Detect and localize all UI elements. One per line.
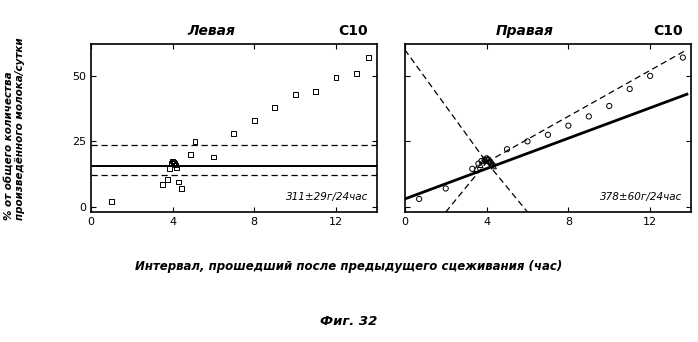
Point: [467, 166, 478, 172]
Text: Фиг. 32: Фиг. 32: [320, 315, 378, 328]
Point: [483, 157, 494, 162]
Point: [478, 158, 489, 164]
Text: 378±60г/24час: 378±60г/24час: [600, 192, 683, 202]
Point: [470, 166, 482, 172]
Point: [475, 162, 486, 168]
Point: [228, 131, 239, 136]
Point: [473, 161, 484, 166]
Point: [290, 91, 301, 97]
Point: [624, 86, 635, 92]
Point: [484, 158, 496, 164]
Point: [208, 154, 219, 160]
Point: [584, 114, 595, 119]
Text: Интервал, прошедший после предыдущего сцеживания (час): Интервал, прошедший после предыдущего сц…: [135, 260, 563, 273]
Point: [173, 179, 184, 185]
Text: Правая: Правая: [496, 24, 554, 38]
Point: [476, 158, 487, 164]
Text: С10: С10: [339, 24, 369, 38]
Point: [170, 162, 181, 168]
Point: [189, 139, 200, 144]
Text: Левая: Левая: [187, 24, 235, 38]
Point: [162, 176, 173, 182]
Point: [176, 186, 187, 191]
Point: [413, 196, 424, 202]
Point: [677, 55, 688, 60]
Point: [167, 158, 178, 164]
Text: 311±29г/24час: 311±29г/24час: [286, 192, 369, 202]
Point: [522, 139, 533, 144]
Point: [171, 165, 182, 170]
Point: [248, 118, 260, 123]
Point: [363, 55, 374, 60]
Text: % от общего количества
произведённого молока/сутки: % от общего количества произведённого мо…: [3, 37, 25, 220]
Text: С10: С10: [653, 24, 683, 38]
Point: [330, 75, 341, 80]
Point: [563, 123, 574, 128]
Point: [604, 103, 615, 109]
Point: [164, 166, 175, 172]
Point: [644, 73, 655, 79]
Point: [542, 132, 554, 137]
Point: [351, 70, 362, 76]
Point: [169, 161, 180, 166]
Point: [166, 161, 177, 166]
Point: [481, 156, 492, 161]
Point: [168, 160, 179, 165]
Point: [488, 163, 499, 169]
Point: [269, 105, 281, 110]
Point: [486, 161, 497, 166]
Point: [186, 152, 197, 157]
Point: [479, 157, 490, 162]
Point: [485, 160, 496, 165]
Point: [440, 186, 452, 191]
Point: [310, 89, 321, 94]
Point: [482, 156, 493, 161]
Point: [157, 182, 168, 187]
Point: [480, 157, 491, 162]
Point: [105, 199, 117, 204]
Point: [487, 162, 498, 168]
Point: [501, 146, 512, 152]
